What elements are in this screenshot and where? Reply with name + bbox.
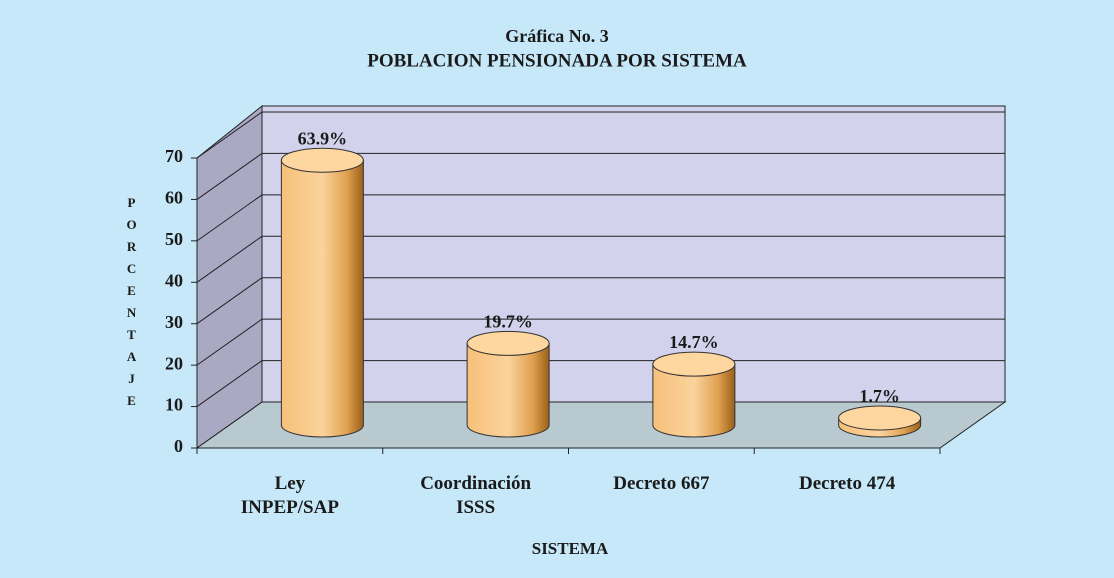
bar-top [280,147,364,173]
x-tick-label-box: Decreto 667 [613,473,710,494]
data-label: 19.7% [483,312,533,332]
bar-top [838,405,922,431]
y-tick-label: 30 [165,312,183,332]
y-tick-label: 10 [165,395,183,415]
x-axis-label: SISTEMA [532,539,609,558]
y-tick-label: 50 [165,229,183,249]
y-tick-label: 60 [165,188,183,208]
x-tick-label: Coordinación ISSS [420,473,532,518]
grid-line [196,194,1005,242]
chart-title: Gráfica No. 3 [505,26,608,46]
x-tick-label: Ley INPEP/SAP [240,473,339,518]
side-wall [196,104,263,449]
x-tick-label: Decreto 474 [799,473,896,494]
y-axis-label: PORCENTAJE [124,195,139,415]
x-tick-label-box: Decreto 474 [799,473,896,494]
data-label: 14.7% [669,332,719,352]
x-tick-label-box: Coordinación ISSS [420,473,532,518]
y-tick-label: 70 [165,146,183,166]
y-tick-label: 40 [165,270,183,290]
y-tick-label: 0 [174,436,183,456]
bar [466,342,550,438]
back-wall [261,105,1006,403]
grid-line [196,111,1005,159]
grid-line [196,235,1005,283]
chart-subtitle: POBLACION PENSIONADA POR SISTEMA [367,50,747,71]
x-tick-label-box: Ley INPEP/SAP [240,473,339,518]
y-tick-label: 20 [165,353,183,373]
x-tick-label: Decreto 667 [613,473,710,494]
data-label: 1.7% [859,386,900,406]
bar-top [466,330,550,356]
grid-line [196,318,1005,366]
bar [280,159,364,438]
bar [652,363,736,438]
grid-line [196,152,1005,200]
grid-line [196,277,1005,325]
data-label: 63.9% [298,128,348,148]
bar-top [652,351,736,377]
grid-line [196,360,1005,407]
